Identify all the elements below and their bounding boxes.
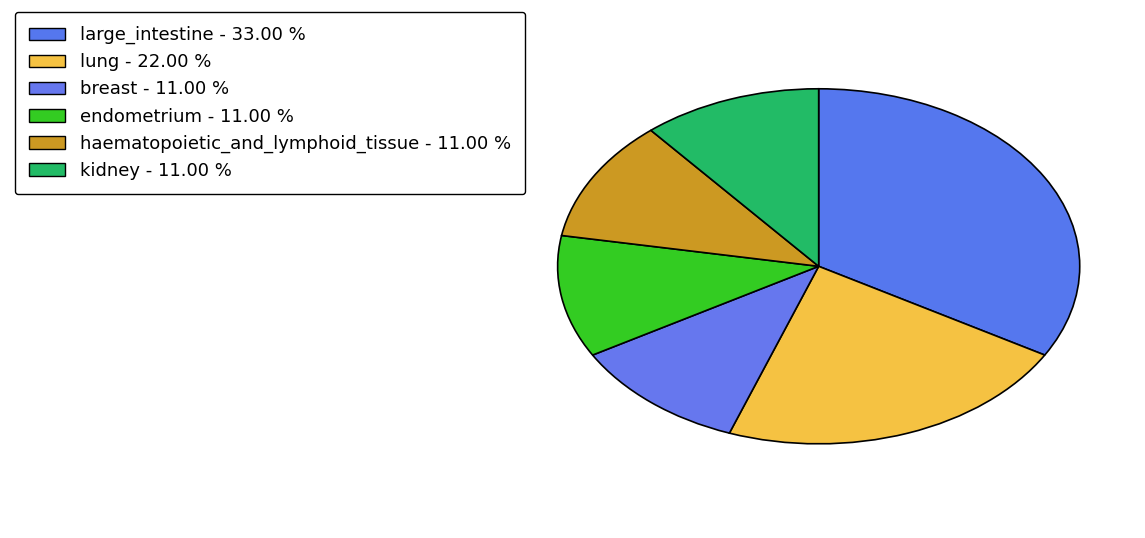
Wedge shape xyxy=(650,89,819,266)
Wedge shape xyxy=(558,236,819,355)
Wedge shape xyxy=(729,266,1044,444)
Wedge shape xyxy=(593,266,819,433)
Wedge shape xyxy=(561,130,819,266)
Wedge shape xyxy=(819,89,1080,355)
Legend: large_intestine - 33.00 %, lung - 22.00 %, breast - 11.00 %, endometrium - 11.00: large_intestine - 33.00 %, lung - 22.00 … xyxy=(15,12,526,194)
